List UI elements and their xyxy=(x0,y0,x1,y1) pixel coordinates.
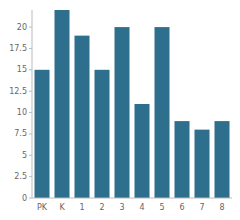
y-tick-label: 20 xyxy=(17,23,27,32)
y-tick-label: 0 xyxy=(22,194,27,203)
y-tick-label: 12.5 xyxy=(9,87,27,96)
y-tick xyxy=(29,198,32,199)
y-tick xyxy=(29,155,32,156)
page: {"chart_data": {"type": "bar", "categori… xyxy=(0,0,240,220)
x-axis xyxy=(32,198,232,199)
y-tick-label: 15 xyxy=(17,65,27,74)
bar xyxy=(75,36,90,198)
bars xyxy=(35,10,230,198)
bar xyxy=(155,27,170,198)
bar xyxy=(35,70,50,198)
x-tick-label: PK xyxy=(37,203,48,212)
y-tick-label: 2.5 xyxy=(14,172,27,181)
y-tick xyxy=(29,176,32,177)
y-tick xyxy=(29,48,32,49)
y-tick xyxy=(29,91,32,92)
bar xyxy=(115,27,130,198)
y-tick-label: 5 xyxy=(22,151,27,160)
y-tick-label: 10 xyxy=(17,108,27,117)
y-tick xyxy=(29,133,32,134)
bar xyxy=(55,10,70,198)
x-tick-label: 4 xyxy=(139,203,144,212)
y-axis xyxy=(32,10,33,198)
x-tick-label: 7 xyxy=(199,203,204,212)
bar xyxy=(175,121,190,198)
x-tick-label: K xyxy=(59,203,65,212)
bar xyxy=(215,121,230,198)
x-tick-label: 5 xyxy=(159,203,164,212)
y-tick xyxy=(29,112,32,113)
x-tick-label: 6 xyxy=(179,203,184,212)
y-tick xyxy=(29,27,32,28)
bar xyxy=(135,104,150,198)
x-tick-label: 8 xyxy=(219,203,224,212)
chart-container: 0 2.5 5 7.5 10 12.5 15 17.5 20 PK K 1 2 3 4 5 6 7 8 xyxy=(0,0,240,220)
x-tick-label: 1 xyxy=(79,203,84,212)
y-tick-label: 7.5 xyxy=(14,129,27,138)
y-tick-label: 17.5 xyxy=(9,44,27,53)
y-tick xyxy=(29,69,32,70)
bar xyxy=(95,70,110,198)
chart: 0 2.5 5 7.5 10 12.5 15 17.5 20 PK K 1 2 3 4 5 6 7 8 xyxy=(0,0,240,220)
bar xyxy=(195,130,210,198)
x-tick-label: 2 xyxy=(99,203,104,212)
x-tick-label: 3 xyxy=(119,203,124,212)
